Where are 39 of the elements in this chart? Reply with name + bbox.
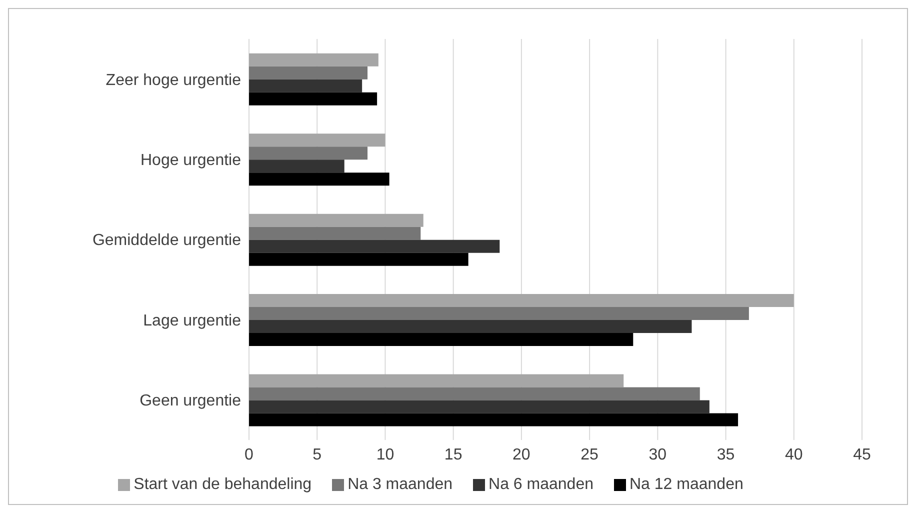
bar bbox=[249, 79, 362, 92]
x-tick-label: 0 bbox=[244, 446, 254, 464]
x-tick-label: 5 bbox=[312, 446, 322, 464]
legend-label: Start van de behandeling bbox=[134, 476, 312, 493]
bar bbox=[249, 307, 749, 320]
bar bbox=[249, 387, 700, 400]
legend-label: Na 3 maanden bbox=[348, 476, 453, 493]
legend-label: Na 6 maanden bbox=[488, 476, 594, 493]
x-tick-label: 10 bbox=[376, 446, 394, 464]
y-tick-label: Lage urgentie bbox=[143, 312, 242, 330]
bar bbox=[249, 226, 421, 240]
x-tick-label: 40 bbox=[784, 446, 803, 464]
bar bbox=[249, 413, 738, 426]
y-tick-label: Zeer hoge urgentie bbox=[106, 72, 242, 89]
bar bbox=[249, 172, 390, 186]
bar bbox=[249, 160, 344, 173]
bar bbox=[249, 66, 368, 80]
x-tick-label: 35 bbox=[716, 446, 735, 464]
bar bbox=[249, 146, 368, 160]
y-tick-label: Gemiddelde urgentie bbox=[92, 232, 242, 250]
bar bbox=[249, 333, 634, 346]
bar bbox=[249, 294, 794, 308]
y-tick-label: Hoge urgentie bbox=[140, 152, 242, 169]
bar bbox=[249, 214, 424, 227]
x-tick-label: 15 bbox=[444, 446, 462, 464]
x-tick-label: 45 bbox=[853, 446, 871, 464]
x-tick-label: 30 bbox=[648, 446, 667, 464]
bar bbox=[249, 92, 378, 106]
x-tick-label: 25 bbox=[580, 446, 599, 464]
bar bbox=[249, 400, 710, 414]
y-tick-label: Geen urgentie bbox=[140, 392, 242, 410]
x-tick-label: 20 bbox=[512, 446, 530, 464]
bar bbox=[249, 374, 624, 388]
legend-label: Na 12 maanden bbox=[630, 476, 744, 493]
bar bbox=[249, 320, 692, 334]
bar bbox=[249, 252, 468, 266]
bar bbox=[249, 53, 378, 66]
bar bbox=[249, 134, 386, 147]
bar bbox=[249, 240, 500, 253]
